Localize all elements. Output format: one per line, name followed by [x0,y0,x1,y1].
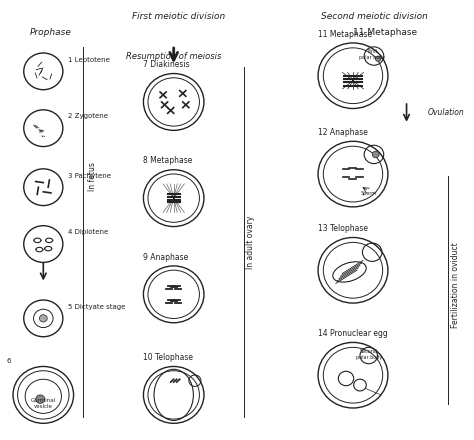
Text: 1 Leptotene: 1 Leptotene [67,57,109,62]
Text: First
polar body: First polar body [359,49,385,60]
Text: Second meiotic division: Second meiotic division [320,12,428,21]
Text: 9 Anaphase: 9 Anaphase [144,253,189,261]
Text: Germinal
vesicle: Germinal vesicle [31,398,56,409]
Text: 6: 6 [6,358,11,364]
Text: 4 Diplotene: 4 Diplotene [67,229,108,235]
Text: 12 Anaphase: 12 Anaphase [318,128,368,137]
Text: Sperm: Sperm [361,191,377,196]
Text: 8 Metaphase: 8 Metaphase [144,156,193,165]
Text: 13 Telophase: 13 Telophase [318,224,368,233]
Circle shape [39,315,47,322]
Text: 14 Pronuclear egg: 14 Pronuclear egg [318,329,388,338]
Text: Prophase: Prophase [29,28,71,37]
Text: In adult ovary: In adult ovary [246,215,255,268]
Text: 11 Metaphase: 11 Metaphase [353,28,417,37]
Text: 5 Dictyate stage: 5 Dictyate stage [67,304,125,310]
Text: 10 Telophase: 10 Telophase [144,353,193,362]
Text: 11 Metaphase: 11 Metaphase [318,29,372,39]
Text: 3 Pachytene: 3 Pachytene [67,172,110,179]
Text: 7 Diakinesis: 7 Diakinesis [144,60,190,69]
Text: Second
polar body: Second polar body [356,349,382,360]
Text: Ovulation: Ovulation [428,108,464,117]
Circle shape [372,151,379,158]
Text: Fertilization in oviduct: Fertilization in oviduct [451,243,460,328]
Text: 2 Zygotene: 2 Zygotene [67,114,108,120]
Text: In fetus: In fetus [88,162,97,191]
Circle shape [36,395,45,403]
Circle shape [375,56,381,61]
Text: Resumption of meiosis: Resumption of meiosis [126,51,221,61]
Text: First meiotic division: First meiotic division [132,12,225,21]
